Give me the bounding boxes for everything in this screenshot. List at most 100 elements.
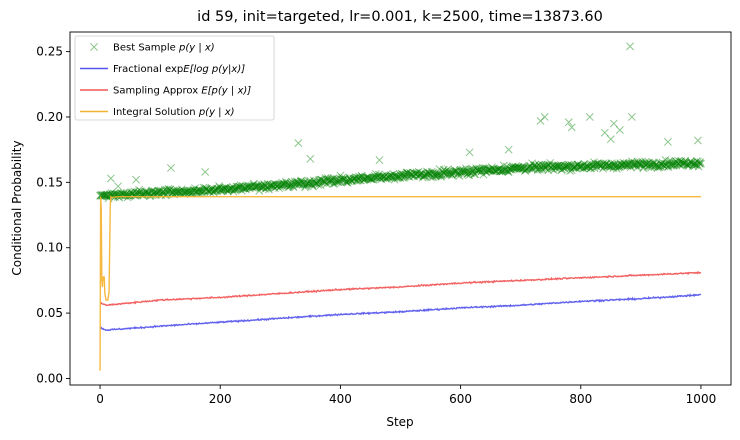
- best-sample-point: [273, 182, 282, 191]
- best-sample-point: [456, 166, 464, 175]
- best-sample-point: [620, 161, 628, 170]
- best-sample-point: [680, 159, 689, 168]
- best-sample-point: [404, 172, 413, 181]
- best-sample-point: [655, 163, 664, 172]
- best-sample-point: [566, 166, 574, 175]
- best-sample-point: [175, 187, 184, 196]
- best-sample-point: [326, 176, 335, 184]
- best-sample-point: [242, 183, 251, 192]
- best-sample-point: [593, 159, 602, 168]
- best-sample-point: [459, 165, 467, 174]
- best-sample-point: [672, 161, 681, 170]
- best-sample-point: [602, 159, 611, 168]
- best-sample-point: [199, 183, 208, 192]
- best-sample-point: [587, 160, 596, 169]
- best-sample-point: [469, 167, 478, 176]
- best-sample-point: [644, 161, 653, 170]
- best-sample-point: [642, 160, 651, 169]
- best-sample-point: [262, 183, 271, 192]
- best-sample-point: [162, 185, 171, 194]
- best-sample-point: [389, 172, 398, 181]
- best-sample-point: [180, 187, 189, 196]
- best-sample-point: [305, 177, 314, 186]
- best-sample-point: [555, 164, 564, 173]
- best-sample-point: [566, 163, 575, 172]
- best-sample-point: [322, 179, 331, 188]
- best-sample-point: [419, 172, 428, 181]
- best-sample-point: [590, 158, 598, 167]
- best-sample-point: [374, 172, 383, 181]
- best-sample-point: [276, 181, 285, 190]
- best-sample-point: [646, 161, 655, 170]
- best-sample-point: [147, 188, 156, 196]
- best-sample-point: [310, 178, 319, 187]
- best-sample-point: [693, 160, 702, 169]
- best-sample-point: [421, 170, 430, 178]
- best-sample-point: [357, 171, 366, 180]
- best-sample-point: [606, 162, 615, 171]
- best-sample-point: [243, 183, 252, 192]
- best-sample-point: [581, 163, 589, 172]
- best-sample-point: [203, 184, 211, 193]
- best-sample-point: [193, 187, 202, 196]
- best-sample-point: [486, 166, 494, 175]
- best-sample-point: [537, 163, 546, 172]
- best-sample-point: [444, 165, 452, 174]
- best-sample-point: [529, 161, 538, 170]
- best-sample-point: [409, 172, 418, 181]
- best-sample-point: [377, 175, 386, 184]
- best-sample-point: [101, 191, 110, 200]
- best-sample-point: [463, 167, 472, 176]
- best-sample-point: [684, 159, 693, 168]
- best-sample-outlier: [465, 148, 474, 157]
- best-sample-point: [269, 182, 278, 191]
- best-sample-point: [129, 188, 138, 197]
- best-sample-point: [326, 176, 335, 185]
- best-sample-point: [228, 182, 237, 191]
- best-sample-point: [271, 180, 280, 189]
- best-sample-point: [132, 188, 141, 197]
- best-sample-point: [168, 188, 177, 197]
- best-sample-point: [603, 161, 612, 170]
- best-sample-point: [599, 164, 607, 173]
- best-sample-point: [263, 179, 272, 188]
- best-sample-point: [214, 184, 223, 193]
- best-sample-point: [379, 172, 388, 181]
- best-sample-point: [420, 172, 429, 181]
- best-sample-point: [507, 163, 516, 172]
- best-sample-outlier: [615, 126, 624, 135]
- best-sample-point: [314, 176, 323, 185]
- best-sample-point: [285, 181, 294, 190]
- best-sample-point: [239, 181, 248, 190]
- best-sample-point: [439, 165, 448, 174]
- best-sample-point: [383, 172, 392, 181]
- best-sample-point: [181, 188, 190, 197]
- best-sample-point: [144, 188, 153, 197]
- best-sample-point: [674, 159, 683, 168]
- best-sample-point: [449, 169, 458, 178]
- best-sample-point: [413, 170, 422, 179]
- best-sample-point: [159, 187, 168, 196]
- best-sample-point: [386, 172, 395, 181]
- best-sample-point: [633, 163, 642, 172]
- best-sample-point: [678, 159, 687, 168]
- best-sample-point: [179, 189, 188, 198]
- best-sample-point: [427, 167, 436, 176]
- best-sample-point: [428, 169, 437, 178]
- best-sample-point: [574, 160, 583, 169]
- best-sample-point: [236, 182, 245, 191]
- best-sample-point: [293, 178, 302, 187]
- best-sample-point: [177, 185, 186, 194]
- best-sample-point: [514, 163, 523, 172]
- best-sample-point: [533, 166, 542, 175]
- best-sample-point: [384, 173, 393, 182]
- best-sample-point: [483, 166, 492, 175]
- best-sample-point: [636, 160, 645, 169]
- best-sample-point: [686, 158, 695, 167]
- best-sample-point: [350, 175, 359, 184]
- best-sample-point: [418, 169, 427, 178]
- best-sample-point: [611, 160, 619, 169]
- best-sample-point: [176, 189, 184, 198]
- best-sample-point: [189, 186, 198, 195]
- best-sample-point: [308, 181, 317, 190]
